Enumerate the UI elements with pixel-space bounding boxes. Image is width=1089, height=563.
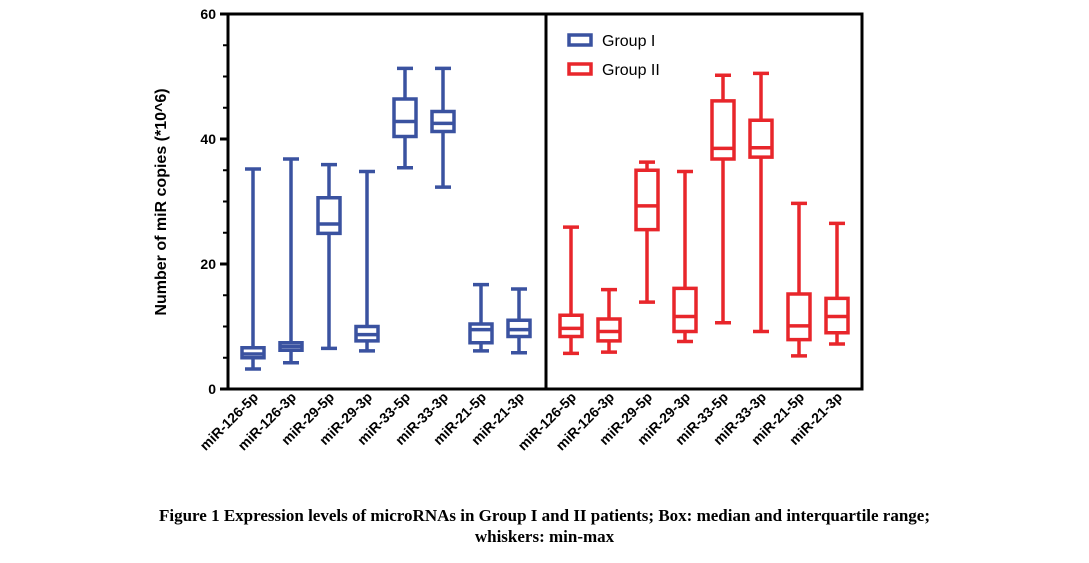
box-miR-21-3p (506, 287, 532, 355)
iqr-box (672, 286, 698, 334)
box-miR-29-5p (634, 160, 660, 304)
box-miR-29-3p (354, 169, 380, 353)
figure-caption: Figure 1 Expression levels of microRNAs … (0, 505, 1089, 547)
x-axis-labels: miR-126-5pmiR-126-3pmiR-29-5pmiR-29-3pmi… (196, 389, 845, 454)
box-miR-33-5p (392, 66, 418, 170)
box-miR-33-3p (430, 66, 456, 189)
legend-label: Group I (602, 33, 655, 50)
box-plot-chart: 0 20 40 60 Number of miR copies (*10^6) miR… (153, 6, 864, 454)
y-tick-label: 40 (200, 131, 216, 147)
legend-swatch (567, 33, 593, 47)
y-tick-label: 60 (200, 6, 216, 22)
y-tick-label: 20 (200, 256, 216, 272)
y-axis: 0 20 40 60 (200, 6, 228, 397)
series-1 (240, 66, 532, 371)
iqr-box (634, 168, 660, 232)
box-miR-33-5p (710, 73, 736, 325)
box-miR-126-5p (558, 225, 584, 356)
iqr-box (316, 196, 342, 236)
box-miR-126-5p (240, 167, 266, 371)
legend-item-2: Group II (567, 62, 660, 79)
legend: Group I Group II (567, 33, 660, 79)
caption-line-2: whiskers: min-max (474, 527, 615, 546)
box-miR-21-5p (786, 201, 812, 358)
legend-label: Group II (602, 62, 660, 79)
box-miR-126-3p (596, 287, 622, 354)
box-miR-21-3p (824, 221, 850, 346)
box-miR-126-3p (278, 157, 304, 365)
iqr-box (430, 109, 456, 134)
y-axis-label: Number of miR copies (*10^6) (153, 88, 170, 315)
iqr-box (710, 99, 736, 161)
iqr-box (558, 313, 584, 339)
y-tick-label: 0 (208, 381, 216, 397)
series-2 (558, 71, 850, 358)
caption-line-1: Figure 1 Expression levels of microRNAs … (158, 506, 931, 525)
iqr-box (786, 292, 812, 342)
legend-item-1: Group I (567, 33, 655, 50)
box-miR-29-3p (672, 169, 698, 344)
legend-swatch (567, 62, 593, 76)
iqr-box (392, 97, 418, 139)
iqr-box (468, 322, 494, 345)
box-miR-21-5p (468, 282, 494, 353)
box-series (240, 66, 850, 371)
iqr-box (748, 118, 774, 159)
box-miR-29-5p (316, 162, 342, 351)
box-miR-33-3p (748, 71, 774, 334)
